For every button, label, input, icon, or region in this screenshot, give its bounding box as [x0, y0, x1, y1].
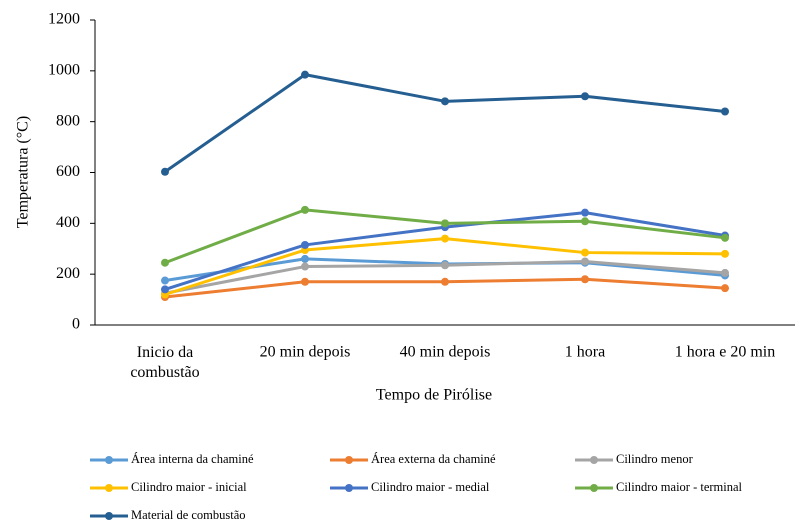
y-tick-label: 200: [56, 265, 80, 282]
data-point: [441, 219, 449, 228]
data-point: [301, 262, 309, 271]
legend-label: Cilindro menor: [616, 452, 694, 466]
data-point: [721, 249, 729, 258]
data-point: [721, 233, 729, 242]
y-tick-label: 400: [56, 214, 80, 231]
legend-label: Área interna da chaminé: [131, 452, 254, 466]
data-point: [581, 208, 589, 217]
x-tick-label: Inicio da combustão: [130, 344, 199, 381]
y-tick-label: 600: [56, 163, 80, 180]
data-point: [721, 107, 729, 116]
data-point: [581, 248, 589, 257]
y-axis-title: Temperatura (°C): [15, 116, 32, 228]
legend-label: Cilindro maior - terminal: [616, 480, 743, 494]
x-tick-label: 1 hora e 20 min: [675, 344, 775, 361]
legend-label: Material de combustão: [131, 508, 246, 522]
data-point: [581, 275, 589, 284]
data-point: [301, 70, 309, 79]
y-tick-label: 1000: [48, 62, 80, 79]
data-point: [441, 277, 449, 286]
y-tick-label: 1200: [48, 11, 80, 28]
data-point: [161, 167, 169, 176]
legend-marker: [105, 484, 113, 492]
data-point: [161, 276, 169, 285]
x-tick-label: 20 min depois: [260, 344, 351, 361]
legend-label: Área externa da chaminé: [371, 452, 496, 466]
legend-marker: [345, 456, 353, 464]
data-point: [581, 257, 589, 266]
legend-label: Cilindro maior - inicial: [131, 480, 247, 494]
x-tick-label: 40 min depois: [400, 344, 491, 361]
data-point: [301, 277, 309, 286]
data-point: [161, 258, 169, 267]
legend-marker: [590, 456, 598, 464]
y-tick-label: 800: [56, 112, 80, 129]
legend-marker: [590, 484, 598, 492]
legend-marker: [105, 456, 113, 464]
data-point: [161, 285, 169, 294]
data-point: [581, 92, 589, 101]
data-point: [441, 261, 449, 270]
data-point: [721, 284, 729, 293]
data-point: [301, 240, 309, 249]
x-tick-label: 1 hora: [565, 344, 605, 361]
data-point: [721, 268, 729, 277]
data-point: [441, 97, 449, 106]
data-point: [301, 205, 309, 214]
y-tick-label: 0: [72, 316, 80, 333]
legend-marker: [345, 484, 353, 492]
data-point: [581, 217, 589, 226]
data-point: [301, 254, 309, 263]
legend-marker: [105, 512, 113, 520]
x-axis-title: Tempo de Pirólise: [376, 387, 492, 404]
legend-label: Cilindro maior - medial: [371, 480, 490, 494]
data-point: [441, 234, 449, 243]
series-line: [164, 73, 726, 173]
